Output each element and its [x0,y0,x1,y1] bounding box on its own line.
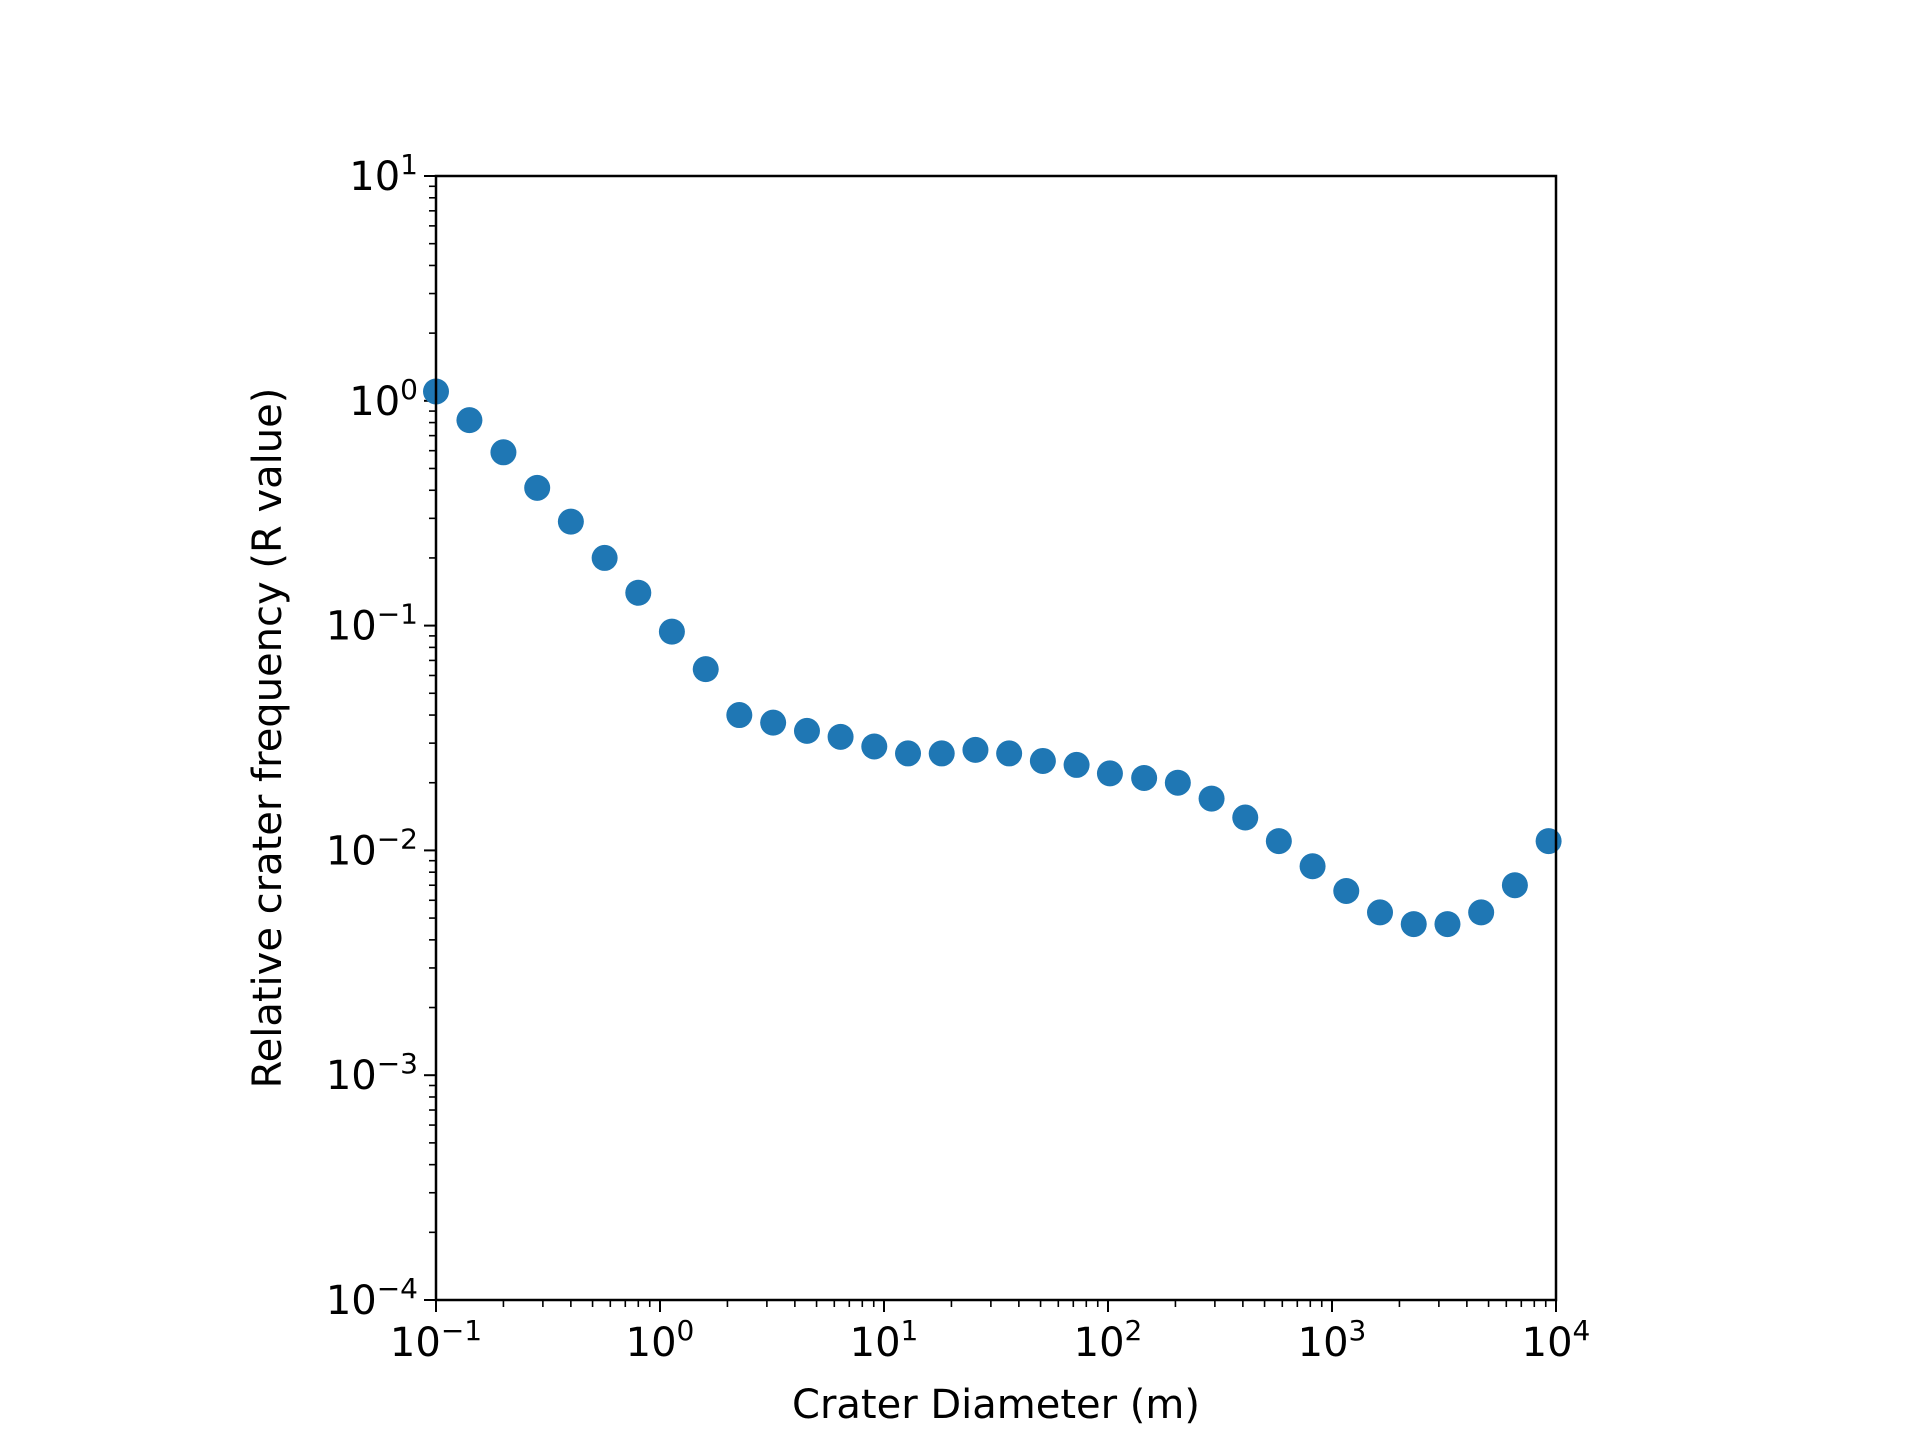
data-point [793,717,820,744]
data-point [692,656,719,683]
y-tick-label: 10−1 [326,598,418,650]
data-point [1265,828,1292,855]
data-point [456,407,483,434]
data-point [1198,785,1225,812]
data-point [928,740,955,767]
data-point [1501,872,1528,899]
y-tick-label: 101 [349,148,418,200]
x-tick-label: 103 [1298,1314,1367,1366]
x-tick-label: 102 [1074,1314,1143,1366]
data-point [1299,853,1326,880]
data-point [1333,877,1360,904]
data-point [1063,751,1090,778]
data-point [1164,769,1191,796]
data-point [524,474,551,501]
data-point [861,733,888,760]
data-point [962,736,989,763]
y-tick-labels: 10−4 10−3 10−2 10−1 100 101 [326,148,418,1324]
y-tick-label: 100 [349,373,418,425]
x-tick-label: 10−1 [390,1314,482,1366]
y-tick-label: 10−3 [326,1047,418,1099]
y-tick-label: 10−2 [326,822,418,874]
data-point [895,740,922,767]
data-point [726,702,753,729]
x-tick-label: 104 [1522,1314,1591,1366]
data-point [1232,804,1259,831]
data-point [591,544,618,571]
x-tick-labels: 10−1 100 101 102 103 104 [390,1314,1590,1366]
data-point [490,439,517,466]
data-point [1434,911,1461,938]
data-points [423,378,1562,938]
data-point [1131,764,1158,791]
data-point [1029,747,1056,774]
data-point [1468,899,1495,926]
data-point [760,709,787,736]
x-tick-label: 101 [850,1314,919,1366]
x-axis-label: Crater Diameter (m) [792,1382,1200,1428]
data-point [1367,899,1394,926]
y-axis-label: Relative crater frequency (R value) [245,388,291,1089]
y-tick-label: 10−4 [326,1272,418,1324]
data-point [996,740,1023,767]
x-tick-label: 100 [626,1314,695,1366]
data-point [1400,911,1427,938]
plot-frame [434,174,1558,1302]
data-point [827,723,854,750]
data-point [658,618,685,645]
data-point [1535,828,1562,855]
data-point [625,579,652,606]
data-point [557,508,584,535]
data-point [1096,760,1123,787]
